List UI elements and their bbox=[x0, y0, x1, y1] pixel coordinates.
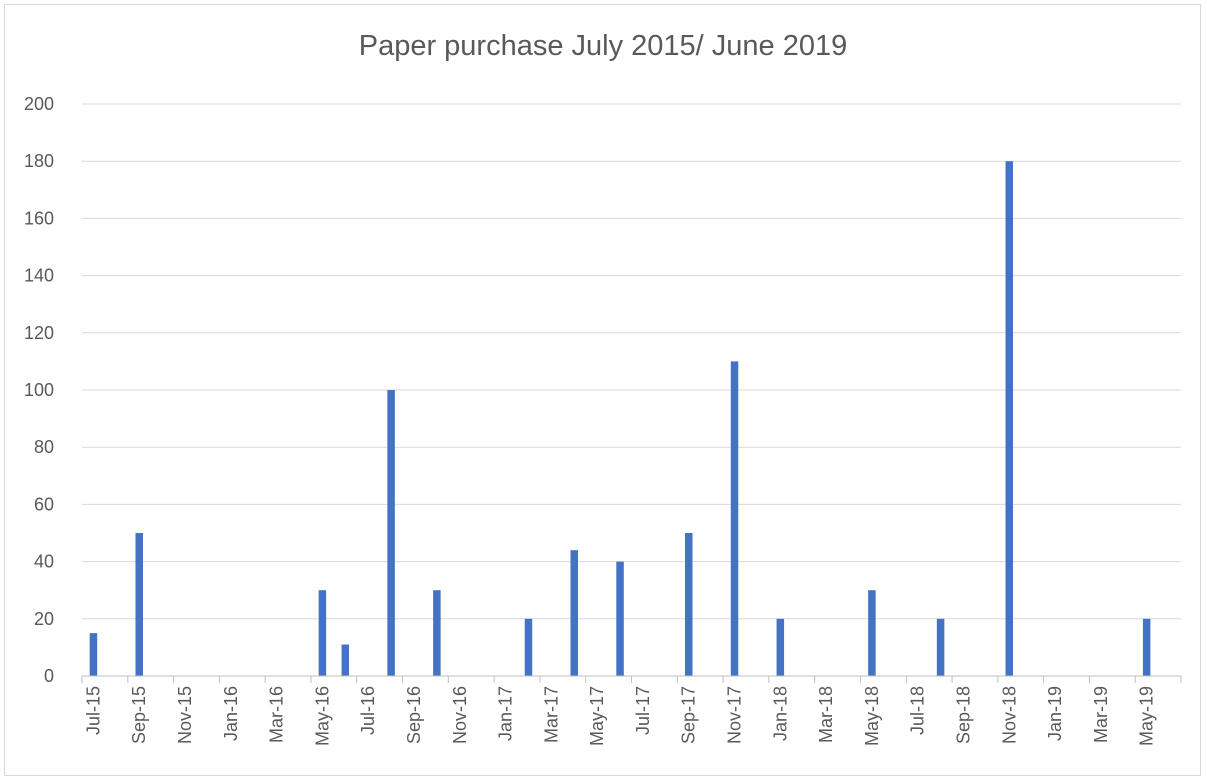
y-tick-label: 160 bbox=[24, 208, 54, 228]
x-tick-label: Jul-15 bbox=[83, 686, 103, 735]
x-tick-label: Nov-18 bbox=[999, 686, 1019, 744]
y-tick-label: 120 bbox=[24, 323, 54, 343]
bar bbox=[730, 361, 739, 676]
x-tick-label: Nov-15 bbox=[175, 686, 195, 744]
x-tick-label: Mar-16 bbox=[267, 686, 287, 743]
bar bbox=[570, 550, 579, 676]
bar bbox=[1005, 161, 1014, 676]
bar bbox=[936, 618, 945, 676]
x-tick-label: Mar-18 bbox=[816, 686, 836, 743]
x-tick-label: Jan-18 bbox=[770, 686, 790, 741]
x-tick-label: Jan-19 bbox=[1045, 686, 1065, 741]
x-tick-label: Sep-18 bbox=[953, 686, 973, 744]
bar bbox=[387, 390, 395, 676]
x-tick-label: Jul-18 bbox=[908, 686, 928, 735]
y-tick-label: 180 bbox=[24, 151, 54, 171]
bar bbox=[433, 590, 441, 676]
bar bbox=[616, 561, 624, 676]
y-tick-label: 200 bbox=[24, 94, 54, 114]
x-tick-label: Mar-17 bbox=[541, 686, 561, 743]
x-tick-label: Mar-19 bbox=[1091, 686, 1111, 743]
bar bbox=[341, 644, 350, 676]
x-tick-label: Jul-17 bbox=[633, 686, 653, 735]
x-tick-label: May-19 bbox=[1137, 686, 1157, 746]
bars bbox=[89, 161, 1151, 676]
bar bbox=[684, 533, 693, 676]
x-tick-label: Sep-15 bbox=[129, 686, 149, 744]
y-tick-label: 80 bbox=[34, 437, 54, 457]
y-tick-label: 0 bbox=[44, 666, 54, 686]
x-axis-ticks: Jul-15 Sep-15 Nov-15 Jan-16 Mar-16 May-16 Jul-… bbox=[83, 686, 1156, 746]
chart-title: Paper purchase July 2015/ June 2019 bbox=[359, 30, 848, 62]
x-axis bbox=[81, 675, 1182, 683]
gridlines bbox=[82, 103, 1181, 620]
x-tick-label: May-18 bbox=[862, 686, 882, 746]
x-tick-label: Sep-17 bbox=[679, 686, 699, 744]
bar bbox=[868, 590, 876, 676]
bar bbox=[776, 618, 785, 676]
y-tick-label: 20 bbox=[34, 609, 54, 629]
x-tick-label: Sep-16 bbox=[404, 686, 424, 744]
bar bbox=[318, 590, 327, 676]
x-tick-label: May-16 bbox=[312, 686, 332, 746]
y-tick-label: 40 bbox=[34, 552, 54, 572]
x-tick-label: Jul-16 bbox=[358, 686, 378, 735]
y-tick-label: 100 bbox=[24, 380, 54, 400]
bar bbox=[135, 533, 143, 676]
y-tick-label: 140 bbox=[24, 266, 54, 286]
bar bbox=[89, 633, 98, 676]
bar bbox=[1142, 618, 1151, 676]
bar bbox=[524, 618, 533, 676]
y-tick-label: 60 bbox=[34, 494, 54, 514]
x-tick-label: May-17 bbox=[587, 686, 607, 746]
x-tick-label: Jan-17 bbox=[496, 686, 516, 741]
y-axis-ticks: 0 20 40 60 80 100 120 140 160 180 200 bbox=[24, 94, 54, 686]
x-tick-label: Nov-17 bbox=[725, 686, 745, 744]
x-tick-label: Jan-16 bbox=[221, 686, 241, 741]
x-tick-label: Nov-16 bbox=[450, 686, 470, 744]
